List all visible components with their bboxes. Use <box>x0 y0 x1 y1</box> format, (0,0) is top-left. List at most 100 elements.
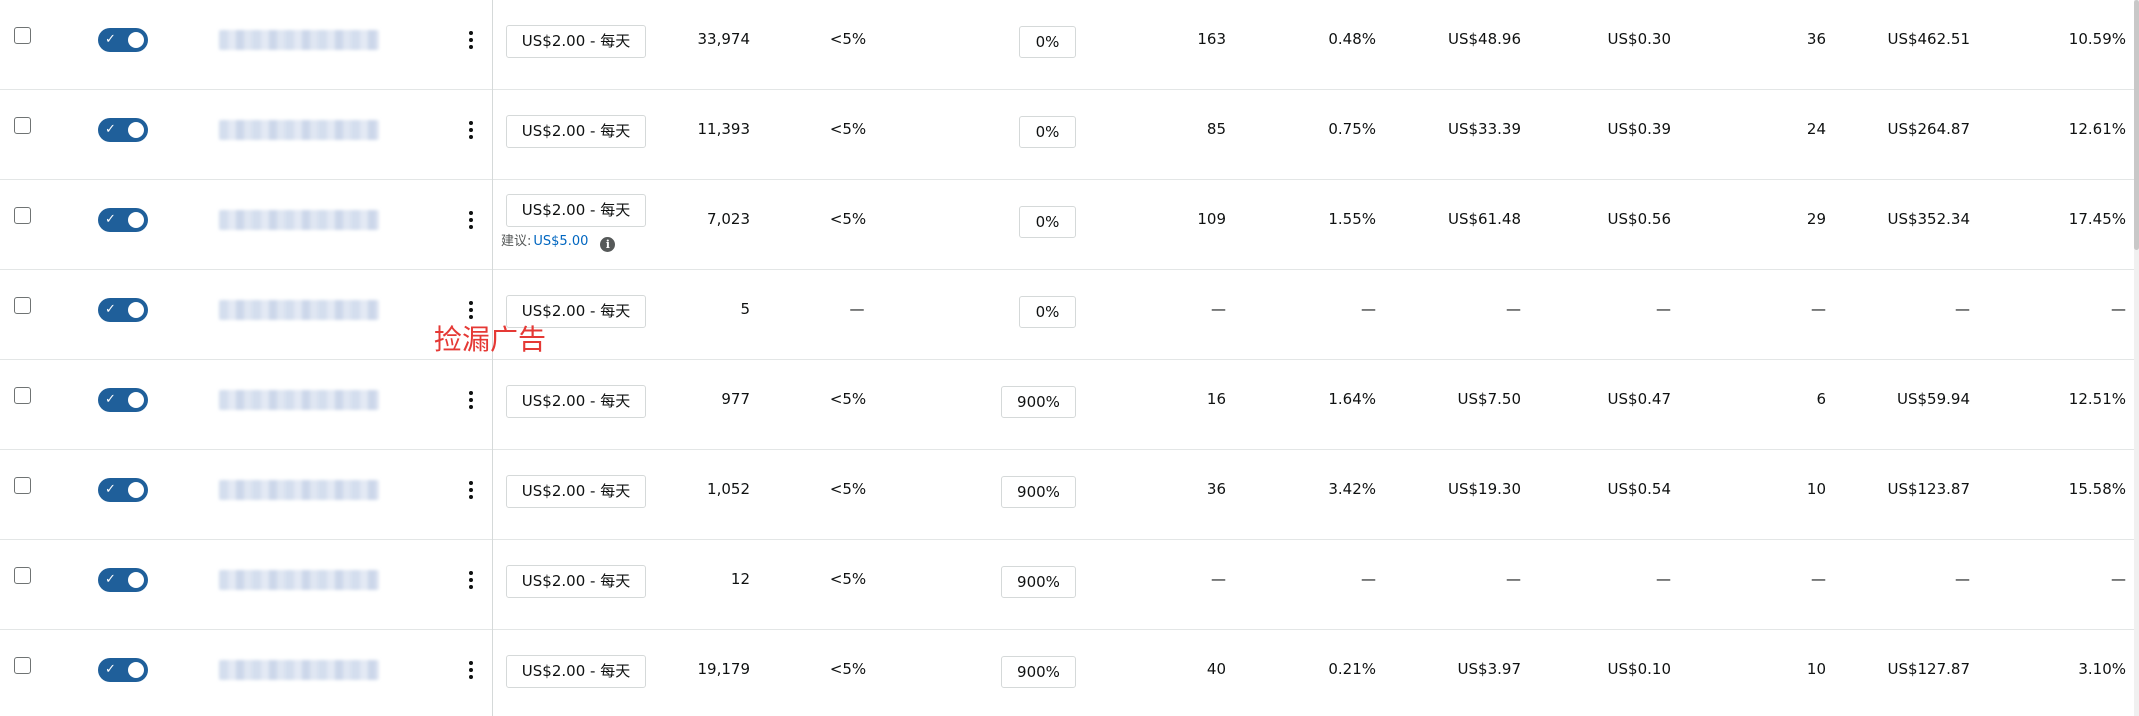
row-checkbox[interactable] <box>14 477 31 494</box>
more-options-icon[interactable] <box>461 117 481 143</box>
campaign-name-blurred[interactable] <box>219 480 379 500</box>
more-options-icon[interactable] <box>461 657 481 683</box>
ctr: 3.42% <box>1328 480 1376 498</box>
ctr: 0.21% <box>1328 660 1376 678</box>
toggle-knob <box>128 572 144 588</box>
bid-adjustment-input[interactable]: 0% <box>1019 116 1076 148</box>
orders: 29 <box>1806 210 1826 228</box>
bid-adjustment-input[interactable]: 900% <box>1001 656 1076 688</box>
bid-adjustment-input[interactable]: 900% <box>1001 386 1076 418</box>
table-row: ✓ US$2.00 - 每天 12 <5% 900% — — — — — — — <box>0 540 2139 630</box>
budget-button[interactable]: US$2.00 - 每天 <box>506 194 646 227</box>
campaign-status-toggle[interactable]: ✓ <box>98 478 148 502</box>
orders: 6 <box>1816 390 1826 408</box>
table-row: ✓ US$2.00 - 每天 33,974 <5% 0% 163 0.48% U… <box>0 0 2139 90</box>
clicks: 36 <box>1206 480 1226 498</box>
row-checkbox[interactable] <box>14 657 31 674</box>
budget-button[interactable]: US$2.00 - 每天 <box>506 475 646 508</box>
ctr: 0.75% <box>1328 120 1376 138</box>
toggle-knob <box>128 302 144 318</box>
more-options-icon[interactable] <box>461 297 481 323</box>
top-of-search-share: — <box>849 300 865 318</box>
ctr: 0.48% <box>1328 30 1376 48</box>
campaign-status-toggle[interactable]: ✓ <box>98 658 148 682</box>
info-icon[interactable]: i <box>600 237 616 252</box>
cpc: US$0.10 <box>1607 660 1671 678</box>
campaign-name-blurred[interactable] <box>219 120 379 140</box>
top-of-search-share: <5% <box>829 390 867 408</box>
campaign-name-blurred[interactable] <box>219 30 379 50</box>
cpc: — <box>1656 570 1671 588</box>
campaign-name-blurred[interactable] <box>219 300 379 320</box>
acos: 15.58% <box>2068 480 2126 498</box>
bid-adjustment-input[interactable]: 0% <box>1019 296 1076 328</box>
campaign-status-toggle[interactable]: ✓ <box>98 388 148 412</box>
bid-adjustment-input[interactable]: 0% <box>1019 26 1076 58</box>
clicks: 85 <box>1206 120 1226 138</box>
toggle-knob <box>128 392 144 408</box>
row-checkbox[interactable] <box>14 27 31 44</box>
cpc: US$0.56 <box>1607 210 1671 228</box>
top-of-search-share: <5% <box>829 30 867 48</box>
campaign-status-toggle[interactable]: ✓ <box>98 568 148 592</box>
spend: US$48.96 <box>1448 30 1521 48</box>
row-checkbox[interactable] <box>14 387 31 404</box>
bid-adjustment-input[interactable]: 900% <box>1001 476 1076 508</box>
campaign-status-toggle[interactable]: ✓ <box>98 28 148 52</box>
clicks: 109 <box>1197 210 1226 228</box>
budget-button[interactable]: US$2.00 - 每天 <box>506 565 646 598</box>
vertical-scrollbar[interactable] <box>2134 0 2139 716</box>
campaign-name-blurred[interactable] <box>219 570 379 590</box>
table-row: ✓ US$2.00 - 每天 19,179 <5% 900% 40 0.21% … <box>0 630 2139 716</box>
clicks: 163 <box>1197 30 1226 48</box>
campaign-name-blurred[interactable] <box>219 660 379 680</box>
sales: US$462.51 <box>1887 30 1970 48</box>
scrollbar-thumb[interactable] <box>2134 0 2139 250</box>
row-checkbox[interactable] <box>14 567 31 584</box>
orders: — <box>1811 300 1826 318</box>
more-options-icon[interactable] <box>461 477 481 503</box>
acos: 12.61% <box>2068 120 2126 138</box>
campaign-status-toggle[interactable]: ✓ <box>98 118 148 142</box>
bid-adjustment-input[interactable]: 900% <box>1001 566 1076 598</box>
top-of-search-share: <5% <box>829 480 867 498</box>
row-checkbox[interactable] <box>14 297 31 314</box>
row-checkbox[interactable] <box>14 117 31 134</box>
budget-button[interactable]: US$2.00 - 每天 <box>506 295 646 328</box>
acos: 17.45% <box>2068 210 2126 228</box>
spend: US$61.48 <box>1448 210 1521 228</box>
budget-button[interactable]: US$2.00 - 每天 <box>506 655 646 688</box>
cpc: US$0.54 <box>1607 480 1671 498</box>
budget-button[interactable]: US$2.00 - 每天 <box>506 115 646 148</box>
clicks: — <box>1211 570 1226 588</box>
budget-button[interactable]: US$2.00 - 每天 <box>506 385 646 418</box>
bid-adjustment-input[interactable]: 0% <box>1019 206 1076 238</box>
more-options-icon[interactable] <box>461 387 481 413</box>
top-of-search-share: <5% <box>829 210 867 228</box>
suggested-budget-value[interactable]: US$5.00 <box>533 234 589 249</box>
sales: US$59.94 <box>1897 390 1970 408</box>
acos: — <box>2111 300 2126 318</box>
orders: 10 <box>1806 480 1826 498</box>
acos: — <box>2111 570 2126 588</box>
more-options-icon[interactable] <box>461 567 481 593</box>
spend: US$3.97 <box>1457 660 1521 678</box>
spend: US$7.50 <box>1457 390 1521 408</box>
campaign-name-blurred[interactable] <box>219 390 379 410</box>
more-options-icon[interactable] <box>461 207 481 233</box>
check-icon: ✓ <box>105 662 116 677</box>
impressions: 5 <box>740 300 750 318</box>
table-row: ✓ US$2.00 - 每天 11,393 <5% 0% 85 0.75% US… <box>0 90 2139 180</box>
ctr: 1.55% <box>1328 210 1376 228</box>
row-checkbox[interactable] <box>14 207 31 224</box>
annotation-label: 捡漏广告 <box>434 323 547 356</box>
campaign-status-toggle[interactable]: ✓ <box>98 208 148 232</box>
acos: 10.59% <box>2068 30 2126 48</box>
check-icon: ✓ <box>105 122 116 137</box>
campaign-status-toggle[interactable]: ✓ <box>98 298 148 322</box>
budget-button[interactable]: US$2.00 - 每天 <box>506 25 646 58</box>
more-options-icon[interactable] <box>461 27 481 53</box>
campaign-name-blurred[interactable] <box>219 210 379 230</box>
table-row: ✓ US$2.00 - 每天 5 — 0% — — — — — — — <box>0 270 2139 360</box>
